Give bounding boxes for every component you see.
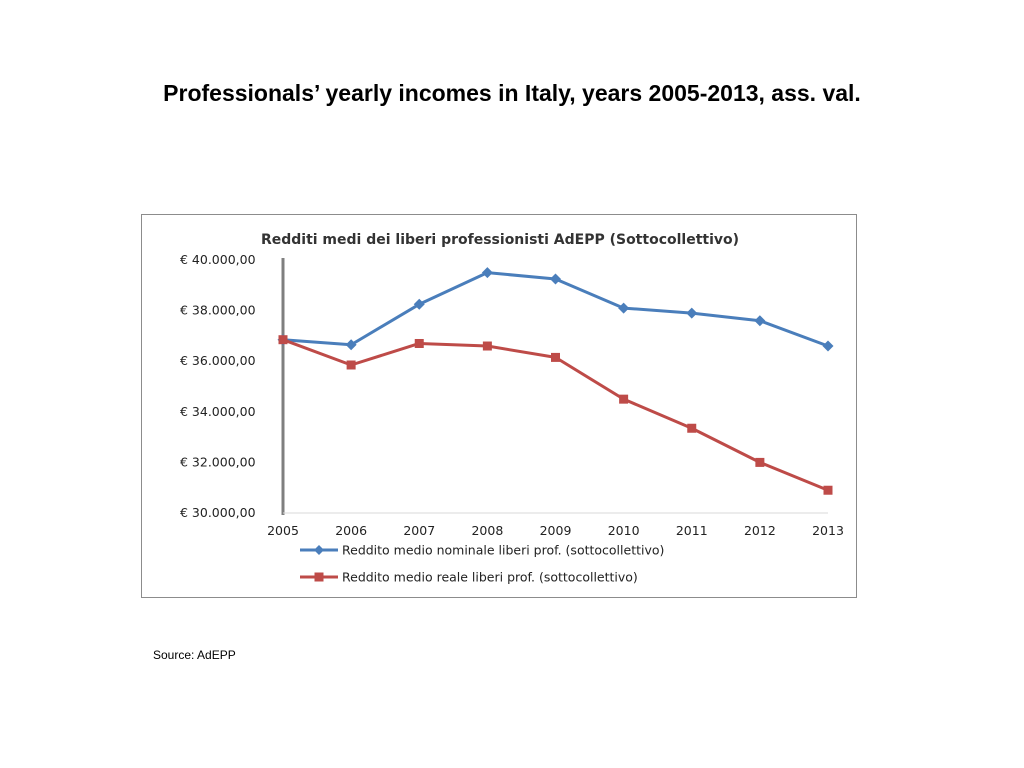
x-tick-label: 2008 — [471, 523, 503, 538]
data-point — [619, 394, 629, 404]
data-point — [618, 302, 630, 314]
data-point — [550, 273, 561, 285]
data-point — [754, 315, 766, 327]
y-tick-label: € 40.000,00 — [180, 252, 256, 267]
y-tick-label: € 30.000,00 — [180, 505, 256, 520]
data-point — [822, 340, 834, 352]
source-note: Source: AdEPP — [153, 648, 236, 662]
series-line-2 — [282, 338, 829, 492]
data-point — [755, 457, 765, 467]
data-point — [687, 423, 697, 433]
legend-label: Reddito medio reale liberi prof. (sottoc… — [342, 570, 638, 585]
data-point — [278, 335, 288, 345]
data-point — [414, 338, 424, 348]
x-tick-label: 2006 — [335, 523, 367, 538]
data-point — [481, 267, 493, 279]
x-tick-label: 2005 — [267, 523, 299, 538]
chart-frame: Redditi medi dei liberi professionisti A… — [141, 214, 857, 598]
data-point — [482, 341, 492, 351]
data-point — [345, 339, 357, 351]
x-axis: 2005 2006 2007 2008 2009 2010 2011 2012 2013 — [267, 512, 844, 538]
legend: Reddito medio nominale liberi prof. (sot… — [300, 543, 664, 585]
series-group — [277, 267, 834, 495]
x-tick-label: 2013 — [812, 523, 844, 538]
slide-title: Professionals’ yearly incomes in Italy, … — [163, 80, 861, 106]
y-tick-label: € 38.000,00 — [180, 303, 256, 318]
data-point — [686, 307, 698, 319]
line-chart: Redditi medi dei liberi professionisti A… — [180, 232, 844, 585]
x-tick-label: 2011 — [676, 523, 708, 538]
y-axis: € 30.000,00 € 32.000,00 € 34.000,00 € 36.00… — [180, 252, 285, 520]
y-tick-label: € 34.000,00 — [180, 404, 256, 419]
y-tick-label: € 32.000,00 — [180, 454, 256, 469]
legend-marker — [314, 545, 324, 555]
data-point — [823, 485, 833, 495]
legend-label: Reddito medio nominale liberi prof. (sot… — [342, 543, 664, 558]
legend-marker — [314, 572, 324, 582]
x-tick-label: 2007 — [403, 523, 435, 538]
x-tick-label: 2012 — [744, 523, 776, 538]
data-point — [551, 352, 560, 362]
chart-title: Redditi medi dei liberi professionisti A… — [261, 232, 739, 248]
x-tick-label: 2009 — [540, 523, 572, 538]
y-tick-label: € 36.000,00 — [180, 353, 256, 368]
x-tick-label: 2010 — [608, 523, 640, 538]
data-point — [346, 360, 356, 370]
data-point — [413, 298, 425, 310]
